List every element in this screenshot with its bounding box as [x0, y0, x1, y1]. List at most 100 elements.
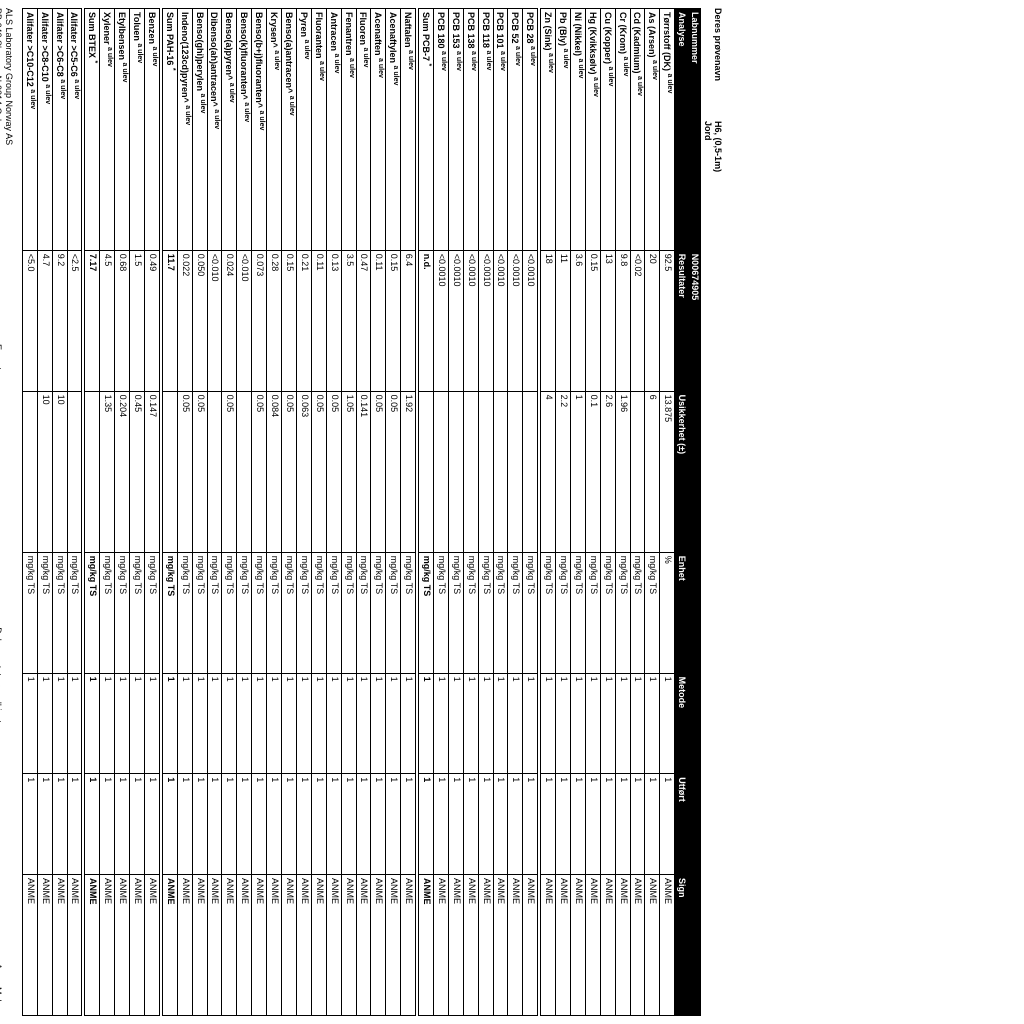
- table-cell: [237, 391, 252, 552]
- table-cell: mg/kg TS: [52, 552, 67, 673]
- table-cell: 11: [556, 250, 571, 391]
- table-cell: [419, 391, 434, 552]
- table-cell: 1: [600, 774, 615, 875]
- table-cell: 1: [615, 774, 630, 875]
- table-row: Fluoranten a ulev0.110.05mg/kg TS11ANME: [311, 9, 326, 1016]
- table-cell: 1: [282, 774, 297, 875]
- table-cell: ANME: [541, 874, 556, 1015]
- table-cell: ANME: [508, 874, 523, 1015]
- table-cell: mg/kg TS: [371, 552, 386, 673]
- table-cell: 1: [162, 774, 177, 875]
- report-page: Deres prøvenavn H6, (0,5-1m) Jord Labnum…: [0, 0, 727, 1024]
- table-cell: <0.0010: [448, 250, 463, 391]
- table-cell: ANME: [448, 874, 463, 1015]
- table-cell: ANME: [326, 874, 341, 1015]
- table-cell: 10: [37, 391, 52, 552]
- table-cell: Acenaften a ulev: [371, 9, 386, 251]
- table-cell: <0.02: [630, 250, 645, 391]
- table-cell: 0.204: [115, 391, 130, 552]
- table-row: PCB 153 a ulev<0.0010mg/kg TS11ANME: [448, 9, 463, 1016]
- table-cell: 0.05: [386, 391, 401, 552]
- table-cell: 1: [341, 774, 356, 875]
- table-cell: [22, 391, 37, 552]
- table-row: Krysen^ a ulev0.280.084mg/kg TS11ANME: [267, 9, 282, 1016]
- table-row: PCB 28 a ulev<0.0010mg/kg TS11ANME: [523, 9, 538, 1016]
- table-cell: <0.0010: [493, 250, 508, 391]
- table-row: Fluoren a ulev0.470.141mg/kg TS11ANME: [356, 9, 371, 1016]
- table-cell: ANME: [386, 874, 401, 1015]
- table-cell: 0.05: [252, 391, 267, 552]
- table-cell: 1.92: [401, 391, 416, 552]
- table-row: Tørrstoff (DK) a ulev92.513.875%11ANME: [660, 9, 675, 1016]
- table-cell: 1: [556, 673, 571, 774]
- results-table: Labnummer N00674905 Analyse Resultater U…: [22, 8, 701, 1016]
- table-cell: mg/kg TS: [630, 552, 645, 673]
- table-cell: 1: [100, 774, 115, 875]
- table-cell: 0.11: [371, 250, 386, 391]
- table-cell: mg/kg TS: [130, 552, 145, 673]
- table-cell: mg/kg TS: [37, 552, 52, 673]
- table-cell: mg/kg TS: [100, 552, 115, 673]
- table-cell: PCB 153 a ulev: [448, 9, 463, 251]
- table-cell: 9.8: [615, 250, 630, 391]
- table-cell: 1: [115, 774, 130, 875]
- col-analyse: Analyse: [675, 9, 688, 251]
- table-cell: 0.28: [267, 250, 282, 391]
- table-cell: 1: [252, 673, 267, 774]
- table-cell: 1: [478, 774, 493, 875]
- table-row: Benso(k)fluoranten^ a ulev<0.010mg/kg TS…: [237, 9, 252, 1016]
- doc-line1: Dokumentet er godkjent: [0, 627, 3, 723]
- table-cell: mg/kg TS: [615, 552, 630, 673]
- table-cell: PCB 101 a ulev: [493, 9, 508, 251]
- table-row: Naftalen a ulev6.41.92mg/kg TS11ANME: [401, 9, 416, 1016]
- table-cell: Xylener a ulev: [100, 9, 115, 251]
- table-cell: 1: [570, 774, 585, 875]
- table-cell: 1: [585, 774, 600, 875]
- table-cell: 13: [600, 250, 615, 391]
- table-cell: mg/kg TS: [356, 552, 371, 673]
- table-cell: 3.6: [570, 250, 585, 391]
- table-cell: mg/kg TS: [401, 552, 416, 673]
- table-cell: Fenantren a ulev: [341, 9, 356, 251]
- table-cell: ANME: [37, 874, 52, 1015]
- footer-address: ALS Laboratory Group Norway AS PB 643 Sk…: [0, 8, 14, 145]
- table-cell: 2.2: [556, 391, 571, 552]
- table-cell: mg/kg TS: [570, 552, 585, 673]
- table-cell: 1: [326, 673, 341, 774]
- table-cell: [207, 391, 222, 552]
- table-cell: mg/kg TS: [341, 552, 356, 673]
- table-row: Acenaftylen a ulev0.150.05mg/kg TS11ANME: [386, 9, 401, 1016]
- table-cell: 1: [523, 774, 538, 875]
- table-cell: 1: [401, 774, 416, 875]
- table-cell: Cu (Kopper) a ulev: [600, 9, 615, 251]
- table-cell: mg/kg TS: [463, 552, 478, 673]
- table-cell: 0.05: [222, 391, 237, 552]
- table-cell: 1: [177, 673, 192, 774]
- table-cell: Dibenso(ah)antracen^ a ulev: [207, 9, 222, 251]
- table-cell: 0.05: [371, 391, 386, 552]
- table-cell: 1.5: [130, 250, 145, 391]
- table-cell: PCB 28 a ulev: [523, 9, 538, 251]
- table-row: Sum BTEX *7.17mg/kg TS11ANME: [85, 9, 100, 1016]
- table-cell: 0.05: [282, 391, 297, 552]
- table-cell: 6: [645, 391, 660, 552]
- table-row: Antracen a ulev0.130.05mg/kg TS11ANME: [326, 9, 341, 1016]
- table-row: Cd (Kadmium) a ulev<0.02mg/kg TS11ANME: [630, 9, 645, 1016]
- table-cell: 1: [660, 673, 675, 774]
- table-cell: Alifater >C10-C12 a ulev: [22, 9, 37, 251]
- table-row: Sum PAH-16 *11.7mg/kg TS11ANME: [162, 9, 177, 1016]
- footer-approval: Dokumentet er godkjent og digitalt under…: [0, 627, 14, 723]
- table-cell: <0.0010: [463, 250, 478, 391]
- table-cell: ANME: [493, 874, 508, 1015]
- table-cell: mg/kg TS: [448, 552, 463, 673]
- table-cell: mg/kg TS: [115, 552, 130, 673]
- table-cell: 1: [192, 673, 207, 774]
- table-cell: 1: [630, 673, 645, 774]
- table-cell: 1: [371, 673, 386, 774]
- table-cell: 1: [493, 673, 508, 774]
- table-cell: PCB 52 a ulev: [508, 9, 523, 251]
- jord-label: Jord: [703, 121, 713, 141]
- table-cell: 0.050: [192, 250, 207, 391]
- table-cell: 0.49: [145, 250, 160, 391]
- table-cell: 1: [386, 673, 401, 774]
